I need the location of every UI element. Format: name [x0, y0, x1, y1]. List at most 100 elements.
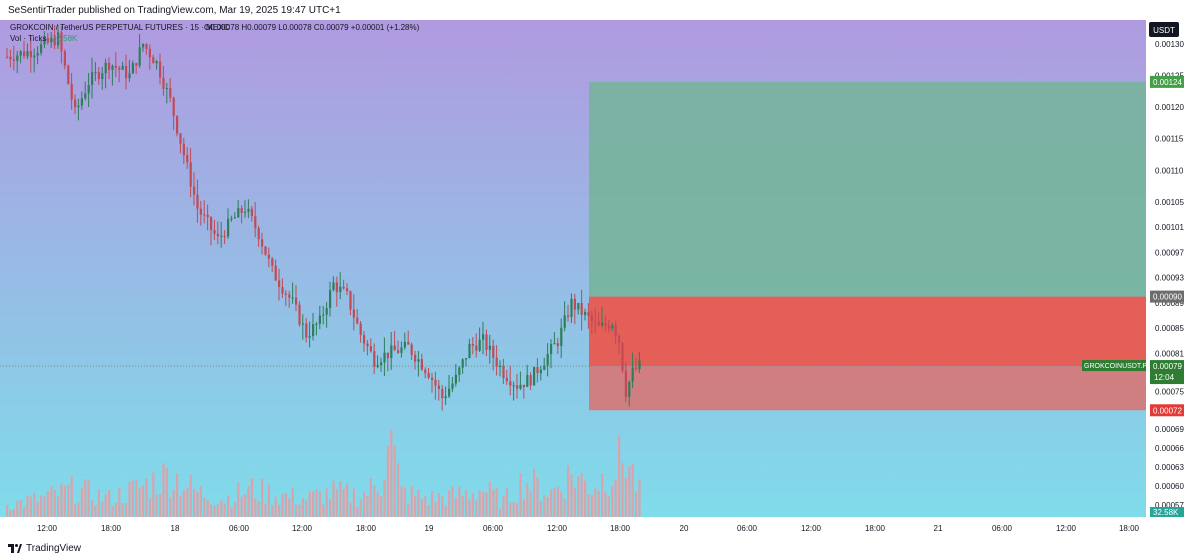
price-tick-label: 0.00120 — [1155, 103, 1184, 112]
time-tick-label: 06:00 — [229, 524, 250, 533]
volume-bar — [6, 504, 9, 517]
candle-body — [193, 186, 196, 195]
volume-bar — [74, 504, 77, 517]
candle-body — [196, 194, 199, 209]
volume-bar — [169, 497, 172, 517]
candle-body — [587, 311, 590, 316]
volume-bar — [485, 492, 488, 517]
brand-label: TradingView — [26, 543, 82, 554]
volume-bar — [553, 488, 556, 517]
candle-body — [533, 367, 536, 386]
currency-button[interactable] — [1149, 22, 1179, 37]
volume-bar — [621, 463, 624, 517]
volume-bar — [516, 503, 519, 517]
candle-body — [12, 59, 15, 61]
price-tick-label: 0.00057 — [1155, 501, 1184, 510]
volume-bar — [584, 480, 587, 517]
volume-bar — [631, 463, 634, 517]
candle-body — [546, 354, 549, 366]
volume-bar — [458, 486, 461, 517]
volume-bar — [26, 495, 29, 517]
volume-bar — [359, 499, 362, 517]
loss-zone-lower[interactable] — [589, 366, 1146, 411]
volume-bar — [165, 467, 168, 517]
profit-zone[interactable] — [589, 81, 1146, 297]
price-tick-label: 0.00101 — [1155, 223, 1184, 232]
price-tick-label: 0.00093 — [1155, 274, 1184, 283]
volume-bar — [424, 496, 427, 517]
candle-body — [16, 55, 19, 61]
time-tick-label: 18:00 — [1119, 524, 1140, 533]
time-axis[interactable] — [0, 517, 1199, 539]
volume-bar — [271, 505, 274, 517]
volume-bar — [233, 501, 236, 517]
candle-body — [114, 65, 117, 68]
publish-header: SeSentirTrader published on TradingView.… — [0, 0, 1199, 20]
volume-bar — [393, 445, 396, 517]
price-axis[interactable] — [1146, 20, 1199, 517]
volume-bar — [332, 480, 335, 517]
volume-bar — [563, 498, 566, 517]
candle-body — [465, 358, 468, 360]
volume-bar — [611, 485, 614, 517]
candle-body — [43, 38, 46, 45]
volume-bar — [135, 479, 138, 517]
volume-bar — [618, 436, 621, 517]
volume-bar — [179, 496, 182, 517]
candle-body — [356, 317, 359, 324]
volume-bar — [451, 486, 454, 517]
volume-bar — [465, 490, 468, 517]
candle-body — [434, 379, 437, 386]
volume-bar — [420, 498, 423, 517]
candle-body — [50, 37, 53, 43]
volume-bar — [278, 504, 281, 517]
time-tick-label: 06:00 — [483, 524, 504, 533]
volume-bar — [322, 504, 325, 517]
volume-bar — [40, 495, 43, 517]
candle-body — [301, 323, 304, 325]
candle-body — [26, 51, 29, 57]
candle-body — [563, 315, 566, 328]
volume-bar — [57, 496, 60, 517]
volume-bar — [325, 488, 328, 517]
loss-zone[interactable] — [589, 296, 1146, 367]
volume-bar — [312, 491, 315, 517]
price-chart[interactable]: GROKCOIN / TetherUS PERPETUAL FUTURES · … — [0, 20, 1199, 539]
volume-bar — [104, 494, 107, 517]
candle-body — [172, 97, 175, 117]
candle-body — [420, 359, 423, 370]
candle-body — [352, 309, 355, 318]
candle-body — [441, 388, 444, 399]
candle-body — [417, 359, 420, 362]
entry-price-label: 0.00090 — [1153, 293, 1182, 302]
volume-bar — [502, 496, 505, 517]
volume-bar — [366, 496, 369, 517]
volume-bar — [352, 488, 355, 517]
volume-bar — [400, 486, 403, 517]
volume-bar — [84, 479, 87, 517]
volume-bar — [301, 498, 304, 517]
time-tick-label: 12:00 — [801, 524, 822, 533]
volume-bar — [108, 490, 111, 517]
volume-bar — [244, 494, 247, 517]
volume-tag: 32.58K — [1150, 507, 1184, 518]
candle-body — [512, 385, 515, 387]
candle-body — [261, 239, 264, 247]
candle-body — [638, 360, 641, 370]
last-price-label: 0.00079 — [1153, 362, 1182, 371]
volume-bar — [203, 497, 206, 517]
candle-body — [60, 32, 63, 52]
candle-body — [46, 38, 49, 43]
volume-bar — [403, 488, 406, 517]
candle-body — [128, 73, 131, 79]
candle-body — [152, 57, 155, 64]
volume-bar — [628, 466, 631, 517]
chart-panel[interactable]: GROKCOIN / TetherUS PERPETUAL FUTURES · … — [0, 20, 1199, 539]
price-tick-label: 0.00085 — [1155, 324, 1184, 333]
candle-body — [478, 339, 481, 351]
volume-bar — [539, 500, 542, 517]
candle-body — [584, 311, 587, 315]
candle-body — [77, 105, 80, 108]
candle-body — [628, 381, 631, 397]
volume-bar — [482, 492, 485, 517]
